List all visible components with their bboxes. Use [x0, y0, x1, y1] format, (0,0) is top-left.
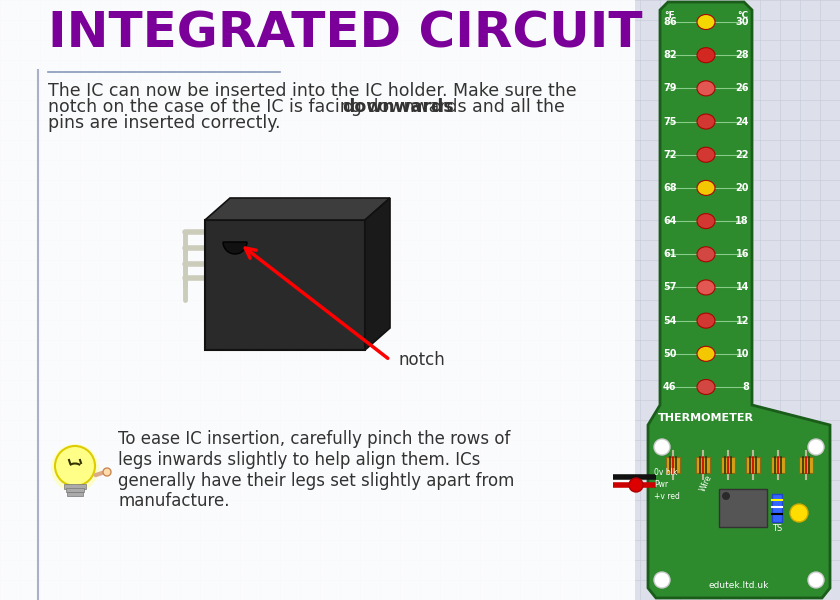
- Text: 50: 50: [663, 349, 676, 359]
- Polygon shape: [365, 198, 390, 350]
- Text: 22: 22: [736, 150, 749, 160]
- Bar: [666, 457, 680, 473]
- Bar: [799, 457, 813, 473]
- Polygon shape: [648, 2, 830, 598]
- Text: 16: 16: [736, 249, 749, 259]
- Bar: [719, 489, 767, 527]
- Text: THERMOMETER: THERMOMETER: [658, 413, 754, 423]
- Ellipse shape: [697, 81, 715, 96]
- Text: 24: 24: [736, 116, 749, 127]
- Text: 64: 64: [663, 216, 676, 226]
- Bar: [771, 457, 785, 473]
- Ellipse shape: [697, 47, 715, 62]
- Text: 28: 28: [735, 50, 749, 60]
- Text: downwards: downwards: [343, 98, 454, 116]
- Text: pins are inserted correctly.: pins are inserted correctly.: [48, 114, 281, 132]
- Text: 18: 18: [735, 216, 749, 226]
- Text: notch: notch: [398, 351, 444, 369]
- Text: 0v blk: 0v blk: [654, 468, 677, 477]
- Text: 10: 10: [736, 349, 749, 359]
- Text: °F: °F: [664, 11, 675, 20]
- Text: TS: TS: [772, 524, 782, 533]
- FancyArrowPatch shape: [96, 473, 102, 475]
- Circle shape: [722, 492, 730, 500]
- Ellipse shape: [697, 346, 715, 361]
- Circle shape: [103, 468, 111, 476]
- Text: 82: 82: [663, 50, 677, 60]
- Ellipse shape: [697, 313, 715, 328]
- Text: notch on the case of the IC is facing: notch on the case of the IC is facing: [48, 98, 367, 116]
- Text: 61: 61: [663, 249, 676, 259]
- Text: edutek.ltd.uk: edutek.ltd.uk: [709, 581, 769, 590]
- Bar: [67, 492, 83, 496]
- Text: 8: 8: [742, 382, 749, 392]
- Ellipse shape: [697, 181, 715, 196]
- Bar: [66, 488, 84, 492]
- Text: °C: °C: [737, 11, 748, 20]
- Text: 46: 46: [663, 382, 676, 392]
- Bar: [64, 484, 86, 489]
- Ellipse shape: [697, 14, 715, 29]
- Text: 75: 75: [663, 116, 676, 127]
- Polygon shape: [205, 198, 390, 220]
- Circle shape: [654, 439, 670, 455]
- Ellipse shape: [697, 214, 715, 229]
- Bar: [746, 457, 760, 473]
- Text: 57: 57: [663, 283, 676, 292]
- Bar: [0, 0, 635, 600]
- Text: 14: 14: [736, 283, 749, 292]
- Text: 26: 26: [736, 83, 749, 94]
- Circle shape: [55, 446, 95, 486]
- Text: 20: 20: [736, 183, 749, 193]
- Text: Wire: Wire: [698, 473, 713, 493]
- Text: 68: 68: [663, 183, 677, 193]
- Bar: [721, 457, 735, 473]
- Text: 79: 79: [663, 83, 676, 94]
- Text: 30: 30: [736, 17, 749, 27]
- Wedge shape: [223, 242, 247, 254]
- Text: 72: 72: [663, 150, 676, 160]
- Text: 86: 86: [663, 17, 677, 27]
- Circle shape: [790, 504, 808, 522]
- Ellipse shape: [697, 114, 715, 129]
- Text: The IC can now be inserted into the IC holder. Make sure the: The IC can now be inserted into the IC h…: [48, 82, 576, 100]
- Bar: [772, 494, 782, 522]
- Circle shape: [808, 572, 824, 588]
- Ellipse shape: [697, 379, 715, 395]
- Text: notch on the case of the IC is facing downwards and all the: notch on the case of the IC is facing do…: [48, 98, 564, 116]
- Ellipse shape: [697, 147, 715, 162]
- Circle shape: [808, 439, 824, 455]
- Bar: [696, 457, 710, 473]
- Text: To ease IC insertion, carefully pinch the rows of
legs inwards slightly to help : To ease IC insertion, carefully pinch th…: [118, 430, 514, 511]
- Text: Pwr: Pwr: [654, 480, 668, 489]
- Circle shape: [629, 478, 643, 492]
- Ellipse shape: [697, 247, 715, 262]
- Ellipse shape: [697, 280, 715, 295]
- Circle shape: [51, 444, 99, 492]
- Text: 54: 54: [663, 316, 676, 326]
- Polygon shape: [205, 220, 365, 350]
- Circle shape: [654, 572, 670, 588]
- Text: INTEGRATED CIRCUIT: INTEGRATED CIRCUIT: [48, 10, 643, 58]
- Text: 12: 12: [736, 316, 749, 326]
- Text: +v red: +v red: [654, 492, 680, 501]
